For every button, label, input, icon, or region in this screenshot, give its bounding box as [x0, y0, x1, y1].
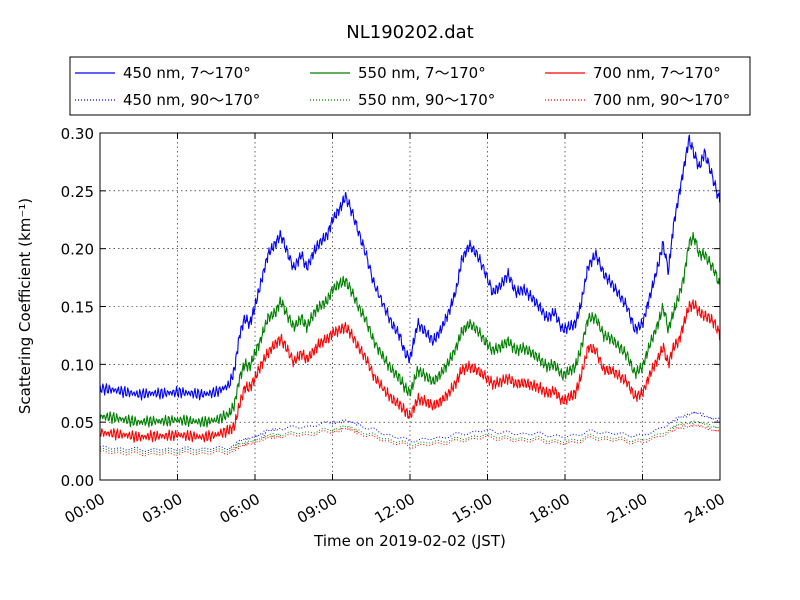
y-tick-label: 0.05 — [61, 414, 94, 432]
legend-label: 550 nm, 90～170° — [358, 91, 495, 109]
series-layer — [99, 134, 721, 457]
legend-label: 450 nm, 90～170° — [123, 91, 260, 109]
series-line — [99, 420, 721, 455]
x-tick-label: 06:00 — [217, 490, 263, 527]
x-tick-label: 18:00 — [527, 490, 573, 527]
x-tick-label: 21:00 — [604, 490, 650, 527]
x-tick-label: 00:00 — [62, 490, 108, 527]
x-tick-label: 24:00 — [682, 490, 728, 527]
y-tick-label: 0.30 — [61, 125, 94, 143]
legend-label: 450 nm, 7～170° — [123, 64, 251, 82]
y-tick-label: 0.00 — [61, 472, 94, 490]
legend-label: 700 nm, 7～170° — [593, 64, 721, 82]
y-axis-label: Scattering Coefficient (km⁻¹) — [16, 198, 34, 414]
y-tick-label: 0.20 — [61, 241, 94, 259]
x-tick-label: 09:00 — [294, 490, 340, 527]
chart-title: NL190202.dat — [346, 22, 473, 43]
x-tick-label: 12:00 — [372, 490, 418, 527]
series-line — [99, 423, 721, 457]
series-line — [99, 410, 721, 452]
grid — [100, 133, 720, 480]
legend-items: 450 nm, 7～170° 550 nm, 7～170° 700 nm, 7～17… — [75, 64, 730, 109]
series-line — [99, 299, 721, 443]
y-tick-label: 0.10 — [61, 356, 94, 374]
series-line — [99, 134, 721, 401]
y-tick-label: 0.25 — [61, 183, 94, 201]
y-tick-label: 0.15 — [61, 299, 94, 317]
legend — [69, 56, 751, 116]
legend-label: 700 nm, 90～170° — [593, 91, 730, 109]
x-tick-label: 03:00 — [139, 490, 185, 527]
series-line — [99, 231, 721, 428]
legend-label: 550 nm, 7～170° — [358, 64, 486, 82]
x-axis-label: Time on 2019-02-02 (JST) — [313, 532, 506, 550]
x-tick-label: 15:00 — [449, 490, 495, 527]
